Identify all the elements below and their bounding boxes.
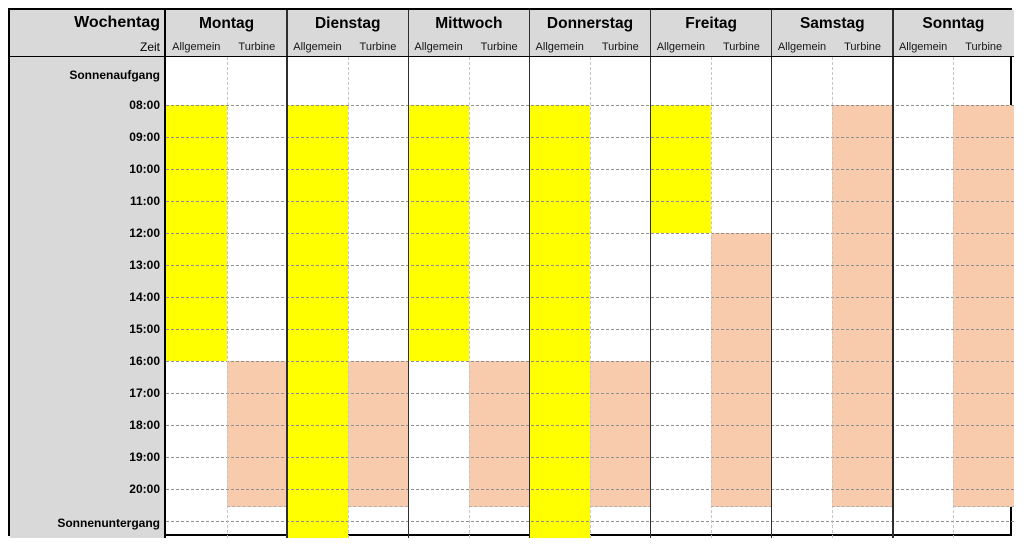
day-separator [892, 10, 894, 538]
block-samstag-turbine [832, 105, 893, 507]
subcolumn-divider [590, 57, 591, 538]
subcol-label-allgemein: Allgemein [172, 41, 221, 53]
day-separator [528, 10, 531, 538]
time-label: Sonnenuntergang [57, 516, 160, 530]
subcol-label-allgemein: Allgemein [293, 41, 342, 53]
subcolumn-divider [347, 57, 349, 538]
block-montag-turbine [226, 361, 288, 507]
day-header-freitag: Freitag [685, 15, 737, 32]
time-label: Sonnenaufgang [69, 68, 160, 82]
header-background [10, 10, 1014, 57]
time-label: 19:00 [129, 450, 160, 464]
day-header-donnerstag: Donnerstag [546, 15, 634, 32]
subcol-label-allgemein: Allgemein [414, 41, 463, 53]
subcolumn-divider [711, 57, 713, 538]
subcolumn-divider [832, 57, 834, 538]
subcol-label-turbine: Turbine [722, 41, 760, 53]
subcol-label-turbine: Turbine [359, 41, 397, 53]
time-label: 11:00 [129, 194, 160, 208]
corner-subtitle: Zeit [139, 40, 160, 54]
time-label: 08:00 [129, 98, 160, 112]
time-label: 13:00 [129, 258, 160, 272]
block-donnerstag-turbine [590, 361, 651, 507]
day-separator [286, 10, 288, 538]
time-label: 20:00 [129, 482, 160, 496]
block-dienstag-allgemein [287, 105, 348, 538]
time-label: 12:00 [129, 226, 160, 240]
time-label: 15:00 [129, 322, 160, 336]
time-label: 09:00 [129, 130, 160, 144]
block-donnerstag-allgemein [529, 105, 590, 538]
day-separator [407, 10, 410, 538]
subcol-label-turbine: Turbine [480, 41, 518, 53]
time-label: 17:00 [129, 386, 160, 400]
subcolumn-divider [468, 57, 470, 538]
block-dienstag-turbine [347, 361, 409, 507]
header-underline [10, 55, 1014, 57]
time-column-background [10, 57, 166, 538]
time-label: 16:00 [129, 354, 160, 368]
block-sonntag-turbine [953, 105, 1014, 507]
day-header-dienstag: Dienstag [314, 15, 381, 32]
subcol-label-turbine: Turbine [844, 41, 881, 53]
day-header-samstag: Samstag [799, 15, 865, 32]
subcol-label-allgemein: Allgemein [898, 41, 948, 53]
subcol-label-turbine: Turbine [238, 41, 276, 53]
block-mittwoch-turbine [468, 361, 530, 507]
time-label: 18:00 [129, 418, 160, 432]
subcol-label-allgemein: Allgemein [777, 41, 827, 53]
day-separator [770, 10, 773, 538]
corner-title: Wochentag [74, 14, 160, 31]
time-column-border [164, 10, 166, 538]
subcolumn-divider [226, 57, 228, 538]
subcol-label-turbine: Turbine [601, 41, 639, 53]
time-label: 14:00 [129, 290, 160, 304]
day-header-montag: Montag [199, 15, 255, 32]
day-header-mittwoch: Mittwoch [435, 15, 503, 32]
block-freitag-turbine [711, 233, 772, 507]
subcolumn-divider [953, 57, 955, 538]
subcol-label-allgemein: Allgemein [656, 41, 705, 53]
subcol-label-allgemein: Allgemein [535, 41, 584, 53]
day-separator [649, 10, 652, 538]
time-label: 10:00 [129, 162, 160, 176]
subcol-label-turbine: Turbine [965, 41, 1003, 53]
day-header-sonntag: Sonntag [922, 15, 985, 32]
weekly-schedule-table: Wochentag Zeit Montag Allgemein Turbine Die… [8, 8, 1014, 538]
